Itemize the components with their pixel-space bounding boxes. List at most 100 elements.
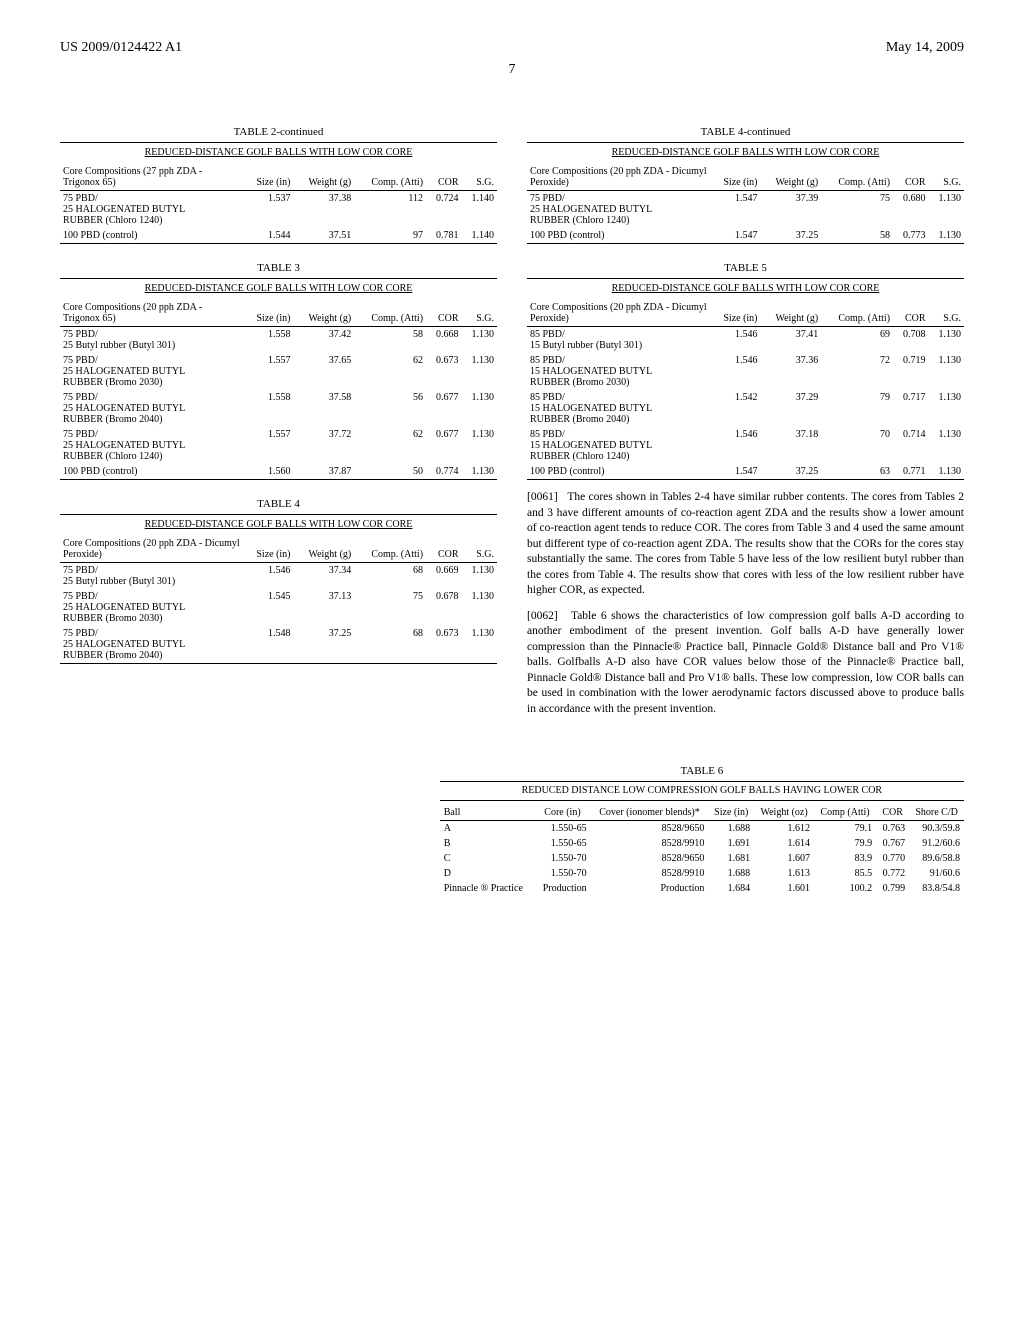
th-ball: Ball: [440, 805, 535, 821]
table4r-body: 75 PBD/ 25 HALOGENATED BUTYL RUBBER (Chl…: [527, 191, 964, 244]
th-compa: Comp. (Atti): [354, 300, 426, 327]
th-weight: Weight (g): [761, 164, 822, 191]
cell-core: 1.550-70: [534, 851, 590, 866]
cell-cor: 0.677: [426, 427, 461, 464]
cell-size: 1.537: [244, 191, 294, 229]
cell-comp-atti: 70: [821, 427, 893, 464]
cell-cover: 8528/9910: [591, 836, 709, 851]
table-row: 100 PBD (control)1.54737.25580.7731.130: [527, 228, 964, 244]
cell-weight: 37.39: [761, 191, 822, 229]
cell-comp-atti: 97: [354, 228, 426, 244]
cell-shore: 90.3/59.8: [909, 821, 964, 837]
cell-comp: 75 PBD/ 25 HALOGENATED BUTYL RUBBER (Chl…: [527, 191, 711, 229]
cell-sg: 1.130: [929, 390, 965, 427]
table-row: 75 PBD/ 25 HALOGENATED BUTYL RUBBER (Bro…: [60, 390, 497, 427]
cell-cor: 0.781: [426, 228, 461, 244]
table5-title: TABLE 5: [527, 262, 964, 274]
cell-cover: 8528/9650: [591, 851, 709, 866]
cell-size: 1.691: [708, 836, 754, 851]
th-weight: Weight (g): [294, 300, 355, 327]
cell-comp-atti: 62: [354, 427, 426, 464]
th-sg: S.G.: [462, 536, 498, 563]
cell-comp: 75 PBD/ 25 HALOGENATED BUTYL RUBBER (Bro…: [60, 589, 244, 626]
th-weight: Weight (g): [761, 300, 822, 327]
th-compa: Comp. (Atti): [354, 164, 426, 191]
cell-size: 1.545: [244, 589, 294, 626]
cell-weight: 37.65: [294, 353, 355, 390]
table2-title: TABLE 2-continued: [60, 126, 497, 138]
th-core: Core (in): [534, 805, 590, 821]
table-row: 75 PBD/ 25 Butyl rubber (Butyl 301)1.546…: [60, 563, 497, 590]
cell-weight: 37.25: [761, 464, 822, 480]
cell-size: 1.558: [244, 390, 294, 427]
cell-weight: 1.601: [754, 881, 814, 896]
cell-shore: 89.6/58.8: [909, 851, 964, 866]
table4-subtitle: REDUCED-DISTANCE GOLF BALLS WITH LOW COR…: [60, 514, 497, 530]
cell-comp: 75 PBD/ 25 HALOGENATED BUTYL RUBBER (Chl…: [60, 427, 244, 464]
table4-right: Core Compositions (20 pph ZDA - Dicumyl …: [527, 164, 964, 244]
cell-comp: 100 PBD (control): [527, 464, 711, 480]
left-column: TABLE 2-continued REDUCED-DISTANCE GOLF …: [60, 108, 497, 727]
cell-sg: 1.130: [929, 353, 965, 390]
para-num: [0061]: [527, 491, 558, 503]
cell-size: 1.546: [711, 427, 761, 464]
cell-size: 1.546: [711, 327, 761, 354]
th-size: Size (in): [244, 300, 294, 327]
cell-cor: 0.770: [876, 851, 909, 866]
cell-weight: 37.25: [294, 626, 355, 664]
cell-size: 1.558: [244, 327, 294, 354]
cell-cor: 0.773: [893, 228, 928, 244]
cell-cor: 0.678: [426, 589, 461, 626]
cell-comp-atti: 75: [821, 191, 893, 229]
table-row: 85 PBD/ 15 HALOGENATED BUTYL RUBBER (Chl…: [527, 427, 964, 464]
cell-cover: Production: [591, 881, 709, 896]
cell-size: 1.688: [708, 821, 754, 837]
cell-comp: 100 PBD (control): [527, 228, 711, 244]
cell-sg: 1.130: [462, 390, 498, 427]
th-comp: Core Compositions (20 pph ZDA - Dicumyl …: [60, 536, 244, 563]
table5-body: 85 PBD/ 15 Butyl rubber (Butyl 301)1.546…: [527, 327, 964, 480]
cell-weight: 1.614: [754, 836, 814, 851]
th-cor: COR: [426, 164, 461, 191]
cell-sg: 1.140: [462, 228, 498, 244]
cell-comp-atti: 68: [354, 626, 426, 664]
table-row: C1.550-708528/96501.6811.60783.90.77089.…: [440, 851, 964, 866]
cell-comp: 85 PBD/ 15 Butyl rubber (Butyl 301): [527, 327, 711, 354]
th-cor: COR: [893, 300, 928, 327]
cell-weight: 37.42: [294, 327, 355, 354]
right-column: TABLE 4-continued REDUCED-DISTANCE GOLF …: [527, 108, 964, 727]
table4c-subtitle: REDUCED-DISTANCE GOLF BALLS WITH LOW COR…: [527, 142, 964, 158]
th-size: Size (in): [711, 164, 761, 191]
table-row: 100 PBD (control)1.54737.25630.7711.130: [527, 464, 964, 480]
table6-title: TABLE 6: [440, 765, 964, 777]
paragraph-0062: [0062] Table 6 shows the characteristics…: [527, 609, 964, 718]
cell-sg: 1.130: [462, 353, 498, 390]
table-row: D1.550-708528/99101.6881.61385.50.77291/…: [440, 866, 964, 881]
cell-comp-atti: 63: [821, 464, 893, 480]
th-sg: S.G.: [462, 300, 498, 327]
table-row: 85 PBD/ 15 HALOGENATED BUTYL RUBBER (Bro…: [527, 353, 964, 390]
th-size: Size (in): [708, 805, 754, 821]
paragraph-0061: [0061] The cores shown in Tables 2-4 hav…: [527, 490, 964, 599]
th-compa: Comp. (Atti): [821, 300, 893, 327]
table-row: 75 PBD/ 25 HALOGENATED BUTYL RUBBER (Chl…: [527, 191, 964, 229]
th-comp: Core Compositions (20 pph ZDA - Dicumyl …: [527, 300, 711, 327]
cell-cor: 0.680: [893, 191, 928, 229]
table6-body: A1.550-658528/96501.6881.61279.10.76390.…: [440, 821, 964, 897]
table2-body: 75 PBD/ 25 HALOGENATED BUTYL RUBBER (Chl…: [60, 191, 497, 244]
th-weight: Weight (oz): [754, 805, 814, 821]
cell-weight: 37.34: [294, 563, 355, 590]
cell-cor: 0.772: [876, 866, 909, 881]
cell-size: 1.547: [711, 191, 761, 229]
th-size: Size (in): [244, 536, 294, 563]
th-cor: COR: [426, 300, 461, 327]
cell-cor: 0.767: [876, 836, 909, 851]
th-weight: Weight (g): [294, 536, 355, 563]
cell-cor: 0.714: [893, 427, 928, 464]
th-size: Size (in): [244, 164, 294, 191]
cell-ball: C: [440, 851, 535, 866]
cell-cor: 0.724: [426, 191, 461, 229]
cell-core: 1.550-65: [534, 821, 590, 837]
table-row: 75 PBD/ 25 Butyl rubber (Butyl 301)1.558…: [60, 327, 497, 354]
cell-weight: 37.41: [761, 327, 822, 354]
